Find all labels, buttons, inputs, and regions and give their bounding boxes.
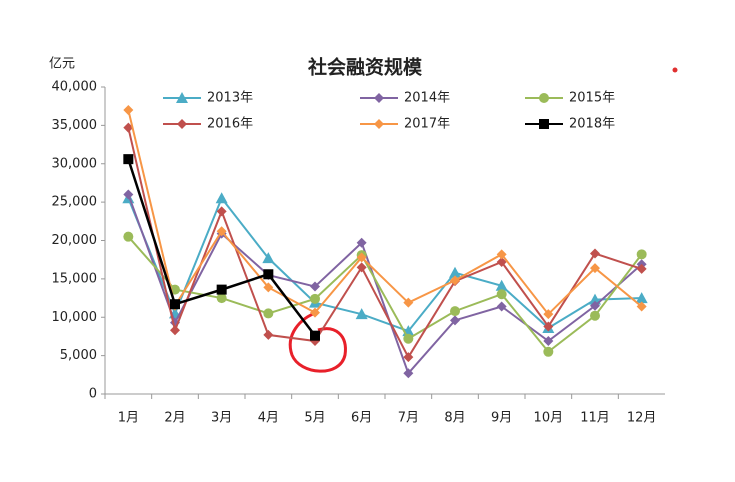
x-tick-label: 12月 xyxy=(627,411,657,426)
marker xyxy=(539,93,549,103)
marker xyxy=(310,307,320,318)
marker xyxy=(356,262,367,273)
marker xyxy=(495,279,508,291)
marker xyxy=(123,105,134,116)
marker xyxy=(543,346,554,357)
marker xyxy=(539,119,549,129)
marker xyxy=(216,284,227,295)
marker xyxy=(216,206,227,217)
marker xyxy=(123,154,134,165)
y-tick-label: 25,000 xyxy=(52,195,98,210)
series-line xyxy=(127,109,643,316)
marker xyxy=(310,293,320,304)
x-tick-label: 4月 xyxy=(258,411,279,426)
y-axis-label: 亿元 xyxy=(49,57,75,72)
legend-label: 2018年 xyxy=(569,117,615,132)
marker xyxy=(590,310,600,321)
marker xyxy=(496,289,507,300)
marker xyxy=(374,119,384,129)
y-tick-label: 0 xyxy=(89,387,97,402)
marker xyxy=(310,281,320,292)
marker xyxy=(123,231,134,242)
marker xyxy=(403,368,414,379)
y-tick-label: 35,000 xyxy=(52,118,98,133)
marker xyxy=(356,252,367,263)
x-tick-label: 10月 xyxy=(534,411,564,426)
marker xyxy=(590,248,600,259)
marker xyxy=(590,300,600,311)
legend-label: 2015年 xyxy=(569,91,615,106)
marker xyxy=(177,119,187,129)
marker xyxy=(310,330,320,341)
y-tick-label: 5,000 xyxy=(60,348,97,363)
y-tick-label: 10,000 xyxy=(52,310,98,325)
legend-label: 2017年 xyxy=(404,117,450,132)
chart-title: 社会融资规模 xyxy=(307,56,423,79)
x-tick-label: 7月 xyxy=(398,411,419,426)
marker xyxy=(123,189,134,200)
marker xyxy=(636,263,647,274)
marker xyxy=(403,333,414,344)
series-line xyxy=(127,236,643,354)
x-tick-label: 8月 xyxy=(444,411,465,426)
marker xyxy=(356,237,367,248)
marker xyxy=(496,256,507,267)
marker xyxy=(450,315,460,326)
marker xyxy=(450,306,460,317)
y-tick-label: 30,000 xyxy=(52,156,98,171)
marker xyxy=(263,329,274,340)
marker xyxy=(450,275,460,286)
marker xyxy=(403,352,414,363)
y-tick-label: 20,000 xyxy=(52,233,98,248)
x-tick-label: 6月 xyxy=(351,411,372,426)
marker xyxy=(215,192,228,204)
y-tick-label: 15,000 xyxy=(52,271,98,286)
marker xyxy=(123,122,134,133)
x-tick-label: 3月 xyxy=(211,411,232,426)
marker xyxy=(263,282,274,293)
y-tick-label: 40,000 xyxy=(52,80,98,95)
marker xyxy=(374,93,384,103)
series-line xyxy=(127,127,642,360)
x-tick-label: 2月 xyxy=(164,411,185,426)
marker xyxy=(216,293,227,304)
legend-label: 2014年 xyxy=(404,91,450,106)
marker xyxy=(216,226,227,237)
x-tick-label: 9月 xyxy=(491,411,512,426)
marker xyxy=(590,263,600,274)
series-line xyxy=(127,194,643,376)
marker xyxy=(176,92,188,103)
marker xyxy=(543,321,554,332)
marker xyxy=(449,266,461,278)
legend-label: 2013年 xyxy=(207,91,253,106)
marker xyxy=(636,249,647,260)
hand-drawn-circle xyxy=(288,310,347,373)
marker xyxy=(496,301,507,312)
x-tick-label: 1月 xyxy=(118,411,139,426)
red-dot xyxy=(672,67,678,73)
marker xyxy=(263,308,274,319)
marker xyxy=(543,309,554,320)
series-line xyxy=(127,158,316,337)
marker xyxy=(170,299,180,310)
series-line xyxy=(127,196,642,333)
legend-label: 2016年 xyxy=(207,117,253,132)
x-tick-label: 5月 xyxy=(304,411,325,426)
marker xyxy=(262,252,275,264)
marker xyxy=(543,336,554,347)
marker xyxy=(403,297,414,308)
marker xyxy=(636,301,647,312)
marker xyxy=(496,249,507,260)
marker xyxy=(263,269,274,280)
marker xyxy=(635,292,648,304)
marker xyxy=(355,308,368,320)
x-tick-label: 11月 xyxy=(580,411,610,426)
marker xyxy=(170,325,180,336)
